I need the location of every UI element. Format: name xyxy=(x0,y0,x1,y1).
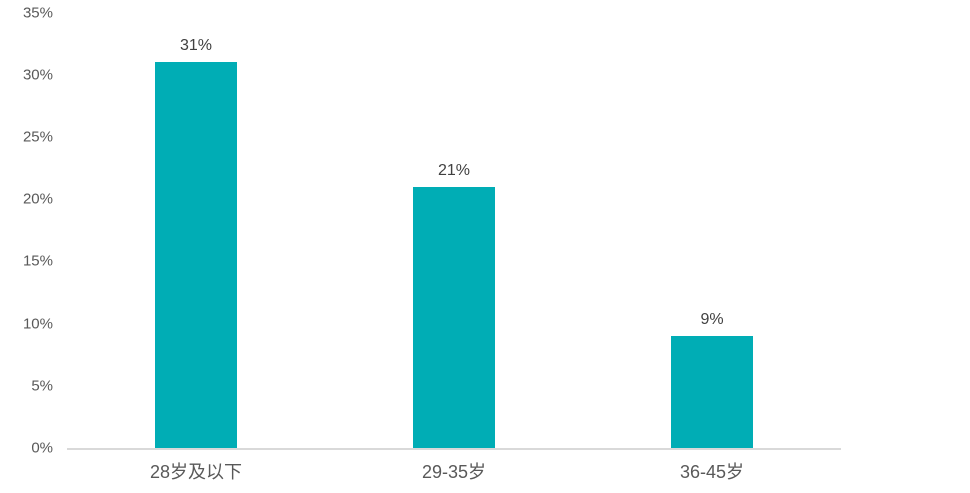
x-axis-category-label: 29-35岁 xyxy=(421,462,487,482)
bar xyxy=(413,186,495,448)
bar-value-label: 21% xyxy=(437,161,471,179)
y-axis-tick-label: 20% xyxy=(22,190,53,208)
y-axis: 35% 30% 25% 20% 15% 10% 5% 0% xyxy=(0,0,53,493)
y-axis-tick-label: 0% xyxy=(31,439,53,457)
bar xyxy=(155,62,237,448)
x-axis-category-label: 36-45岁 xyxy=(679,462,745,482)
y-axis-tick-label: 5% xyxy=(31,377,53,395)
plot-area: 31% 21% 9% xyxy=(67,0,841,450)
y-axis-tick-label: 30% xyxy=(22,66,53,84)
bar xyxy=(671,336,753,448)
x-axis-category-label: 28岁及以下 xyxy=(149,462,243,482)
y-axis-tick-label: 10% xyxy=(22,315,53,333)
y-axis-tick-label: 15% xyxy=(22,252,53,270)
bar-value-label: 31% xyxy=(179,37,213,55)
y-axis-tick-label: 25% xyxy=(22,128,53,146)
y-axis-tick-label: 35% xyxy=(22,4,53,22)
bar-value-label: 9% xyxy=(700,311,724,329)
x-axis: 28岁及以下 29-35岁 36-45岁 xyxy=(67,456,841,493)
